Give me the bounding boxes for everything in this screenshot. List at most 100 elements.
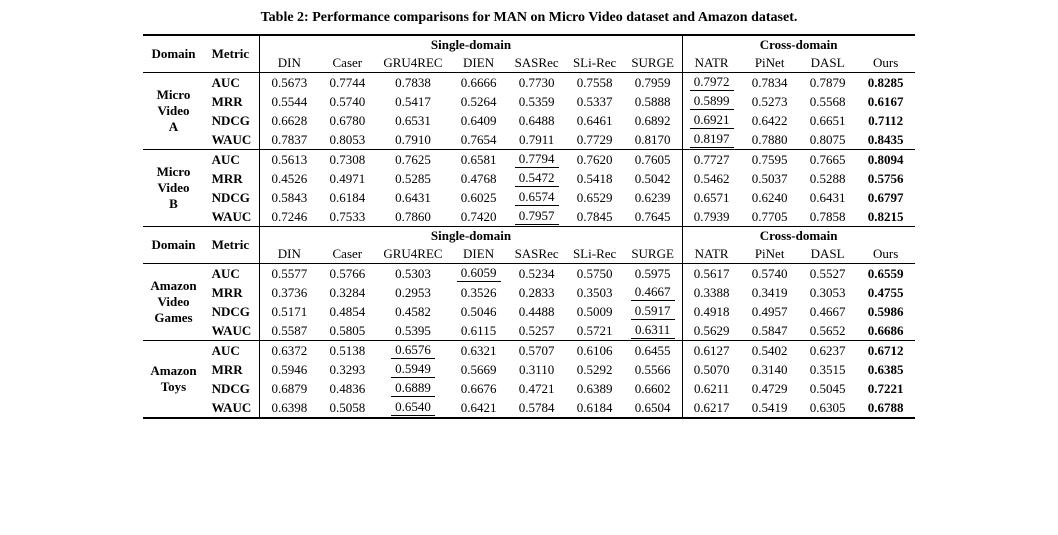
value-cell: 0.5418: [566, 169, 624, 188]
domain-name-line: Amazon: [150, 363, 196, 379]
value-cell: 0.7858: [799, 207, 857, 227]
value-cell: 0.6628: [260, 111, 319, 130]
value-cell: 0.4582: [376, 302, 449, 321]
metric-cell: AUC: [204, 73, 260, 93]
value-cell: 0.5613: [260, 150, 319, 170]
value-cell: 0.7665: [799, 150, 857, 170]
value-cell: 0.3388: [682, 283, 741, 302]
value-cell: 0.7645: [624, 207, 683, 227]
header-single-domain: Single-domain: [260, 35, 682, 54]
value-cell: 0.5285: [376, 169, 449, 188]
value-cell: 0.5587: [260, 321, 319, 341]
value-cell: 0.8435: [857, 130, 915, 150]
value-cell: 0.7879: [799, 73, 857, 93]
value-cell: 0.8094: [857, 150, 915, 170]
value-cell: 0.6651: [799, 111, 857, 130]
value-cell: 0.6574: [508, 188, 566, 207]
metric-cell: AUC: [204, 264, 260, 284]
value-cell: 0.8170: [624, 130, 683, 150]
value-cell: 0.4836: [318, 379, 376, 398]
value-cell: 0.3140: [741, 360, 799, 379]
value-cell: 0.5740: [318, 92, 376, 111]
value-cell: 0.7420: [450, 207, 508, 227]
value-cell: 0.5946: [260, 360, 319, 379]
value-cell: 0.6184: [318, 188, 376, 207]
value-cell: 0.7221: [857, 379, 915, 398]
value-cell: 0.4721: [508, 379, 566, 398]
header-cross-domain: Cross-domain: [682, 227, 915, 246]
value-cell: 0.7654: [450, 130, 508, 150]
value-cell: 0.3515: [799, 360, 857, 379]
metric-cell: MRR: [204, 360, 260, 379]
value-cell: 0.6797: [857, 188, 915, 207]
value-cell: 0.6421: [450, 398, 508, 418]
value-cell: 0.6571: [682, 188, 741, 207]
metric-cell: MRR: [204, 92, 260, 111]
value-cell: 0.7246: [260, 207, 319, 227]
value-cell: 0.3736: [260, 283, 319, 302]
value-cell: 0.7845: [566, 207, 624, 227]
value-cell: 0.5042: [624, 169, 683, 188]
domain-name-line: Micro: [150, 164, 196, 180]
metric-cell: NDCG: [204, 302, 260, 321]
value-cell: 0.5472: [508, 169, 566, 188]
value-cell: 0.6889: [376, 379, 449, 398]
value-cell: 0.6409: [450, 111, 508, 130]
value-cell: 0.3110: [508, 360, 566, 379]
header-cross-domain: Cross-domain: [682, 35, 915, 54]
header-method: SLi-Rec: [566, 245, 624, 264]
value-cell: 0.6602: [624, 379, 683, 398]
value-cell: 0.2833: [508, 283, 566, 302]
value-cell: 0.5899: [682, 92, 741, 111]
value-cell: 0.5673: [260, 73, 319, 93]
value-cell: 0.4854: [318, 302, 376, 321]
value-cell: 0.5171: [260, 302, 319, 321]
value-cell: 0.6115: [450, 321, 508, 341]
value-cell: 0.4667: [624, 283, 683, 302]
header-domain: Domain: [143, 35, 203, 73]
header-method: Ours: [857, 245, 915, 264]
header-method: NATR: [682, 54, 741, 73]
header-method: GRU4REC: [376, 54, 449, 73]
value-cell: 0.5337: [566, 92, 624, 111]
value-cell: 0.6488: [508, 111, 566, 130]
metric-cell: WAUC: [204, 398, 260, 418]
value-cell: 0.6422: [741, 111, 799, 130]
value-cell: 0.3503: [566, 283, 624, 302]
value-cell: 0.6529: [566, 188, 624, 207]
value-cell: 0.6211: [682, 379, 741, 398]
value-cell: 0.5292: [566, 360, 624, 379]
value-cell: 0.5303: [376, 264, 449, 284]
domain-cell: MicroVideoA: [143, 73, 203, 150]
value-cell: 0.3053: [799, 283, 857, 302]
value-cell: 0.8197: [682, 130, 741, 150]
value-cell: 0.5417: [376, 92, 449, 111]
value-cell: 0.5568: [799, 92, 857, 111]
value-cell: 0.6531: [376, 111, 449, 130]
value-cell: 0.6059: [450, 264, 508, 284]
value-cell: 0.5359: [508, 92, 566, 111]
metric-cell: MRR: [204, 169, 260, 188]
value-cell: 0.2953: [376, 283, 449, 302]
header-method: DASL: [799, 54, 857, 73]
metric-cell: AUC: [204, 341, 260, 361]
value-cell: 0.7910: [376, 130, 449, 150]
performance-table: DomainMetricSingle-domainCross-domainDIN…: [143, 34, 914, 419]
domain-cell: MicroVideoB: [143, 150, 203, 227]
value-cell: 0.6461: [566, 111, 624, 130]
header-metric: Metric: [204, 227, 260, 264]
value-cell: 0.7880: [741, 130, 799, 150]
value-cell: 0.7620: [566, 150, 624, 170]
value-cell: 0.3526: [450, 283, 508, 302]
value-cell: 0.7729: [566, 130, 624, 150]
value-cell: 0.7595: [741, 150, 799, 170]
value-cell: 0.6184: [566, 398, 624, 418]
header-method: Caser: [318, 54, 376, 73]
value-cell: 0.5766: [318, 264, 376, 284]
value-cell: 0.5750: [566, 264, 624, 284]
value-cell: 0.5888: [624, 92, 683, 111]
value-cell: 0.5273: [741, 92, 799, 111]
table-caption: Table 2: Performance comparisons for MAN…: [18, 10, 1040, 26]
value-cell: 0.6237: [799, 341, 857, 361]
value-cell: 0.3284: [318, 283, 376, 302]
